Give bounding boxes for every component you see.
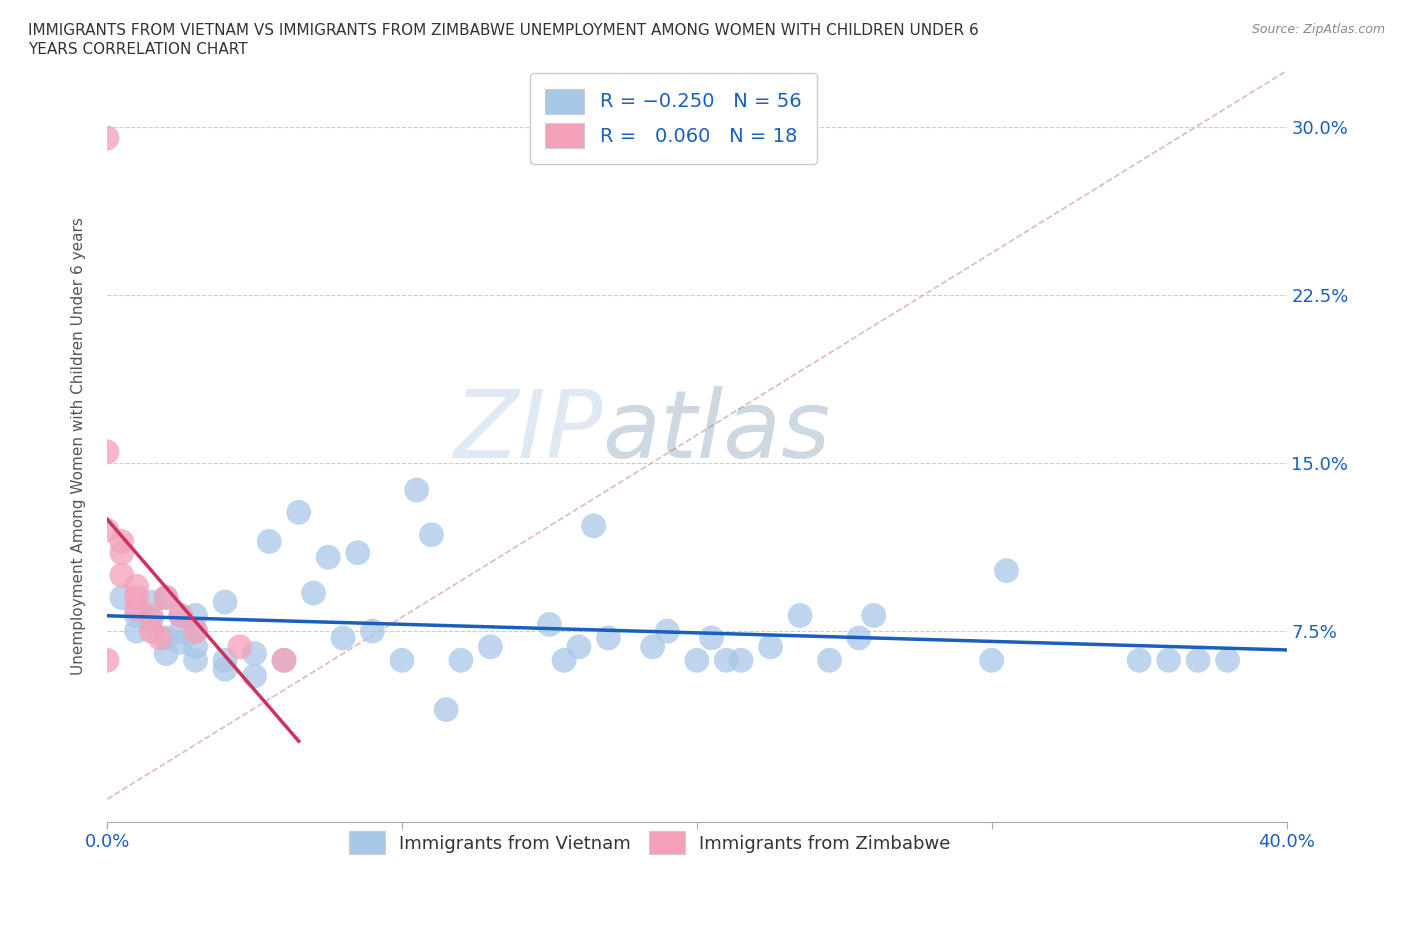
Point (420, 527, 443, 542)
Point (243, 669, 266, 684)
Point (434, 702, 457, 717)
Point (287, 505, 309, 520)
Point (125, 624, 148, 639)
Point (568, 640, 591, 655)
Point (170, 624, 193, 639)
Point (553, 653, 575, 668)
Point (391, 653, 413, 668)
Point (141, 613, 163, 628)
Point (582, 518, 605, 533)
Point (243, 646, 266, 661)
Point (450, 653, 472, 668)
Y-axis label: Unemployment Among Women with Children Under 6 years: Unemployment Among Women with Children U… (72, 218, 86, 675)
Point (479, 640, 502, 655)
Point (361, 624, 384, 639)
Point (1128, 653, 1150, 668)
Point (111, 591, 134, 605)
Point (149, 631, 172, 645)
Point (862, 608, 884, 623)
Point (818, 653, 841, 668)
Point (170, 635, 193, 650)
Point (184, 640, 207, 655)
Point (332, 631, 354, 645)
Legend: Immigrants from Vietnam, Immigrants from Zimbabwe: Immigrants from Vietnam, Immigrants from… (342, 824, 957, 861)
Point (1157, 653, 1180, 668)
Point (730, 653, 752, 668)
Point (316, 550, 339, 565)
Point (302, 586, 325, 601)
Point (598, 631, 620, 645)
Text: YEARS CORRELATION CHART: YEARS CORRELATION CHART (28, 42, 247, 57)
Point (273, 653, 295, 668)
Point (125, 608, 148, 623)
Point (995, 564, 1018, 578)
Point (346, 545, 368, 560)
Point (141, 594, 163, 609)
Point (716, 653, 738, 668)
Point (155, 631, 177, 645)
Point (759, 640, 782, 655)
Point (214, 662, 236, 677)
Point (96, 445, 118, 459)
Point (214, 653, 236, 668)
Point (111, 545, 134, 560)
Text: IMMIGRANTS FROM VIETNAM VS IMMIGRANTS FROM ZIMBABWE UNEMPLOYMENT AMONG WOMEN WIT: IMMIGRANTS FROM VIETNAM VS IMMIGRANTS FR… (28, 23, 979, 38)
Point (125, 591, 148, 605)
Point (155, 591, 177, 605)
Point (1187, 653, 1209, 668)
Point (184, 608, 207, 623)
Point (111, 534, 134, 549)
Point (96, 653, 118, 668)
Point (848, 631, 870, 645)
Point (170, 608, 193, 623)
Point (155, 591, 177, 605)
Point (700, 631, 723, 645)
Point (657, 624, 679, 639)
Point (141, 624, 163, 639)
Point (111, 567, 134, 582)
Point (184, 624, 207, 639)
Point (96, 523, 118, 538)
Point (980, 653, 1002, 668)
Point (538, 617, 561, 631)
Point (789, 608, 811, 623)
Point (214, 594, 236, 609)
Point (405, 483, 427, 498)
Point (686, 653, 709, 668)
Text: Source: ZipAtlas.com: Source: ZipAtlas.com (1251, 23, 1385, 36)
Point (125, 602, 148, 617)
Point (184, 653, 207, 668)
Point (96, 130, 118, 145)
Point (273, 653, 295, 668)
Point (155, 646, 177, 661)
Point (229, 640, 252, 655)
Text: atlas: atlas (602, 386, 831, 477)
Point (1216, 653, 1239, 668)
Point (259, 534, 281, 549)
Point (641, 640, 664, 655)
Point (170, 608, 193, 623)
Text: ZIP: ZIP (453, 386, 602, 477)
Point (141, 608, 163, 623)
Point (184, 624, 207, 639)
Point (125, 578, 148, 593)
